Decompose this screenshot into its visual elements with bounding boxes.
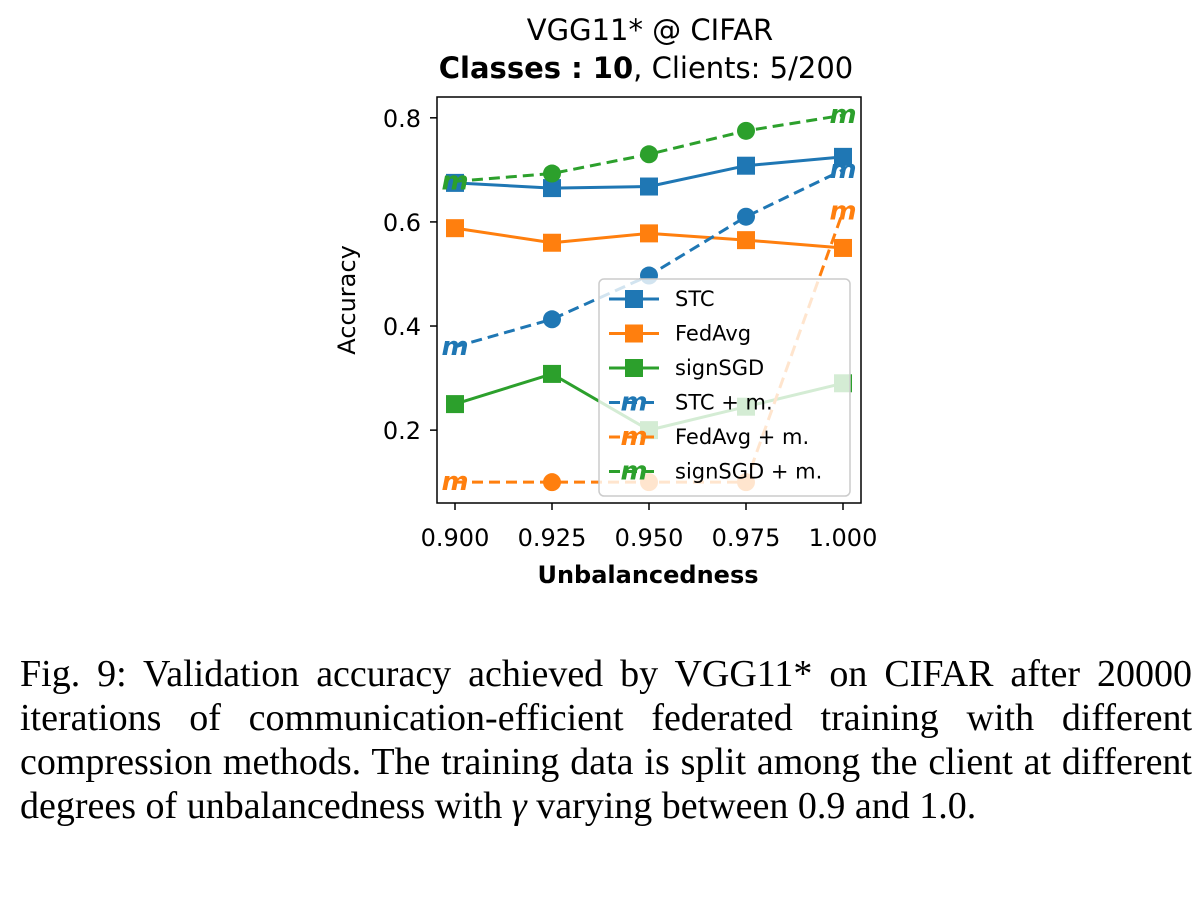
figure-caption: Fig. 9: Validation accuracy achieved by … — [20, 652, 1192, 828]
data-point-stc — [446, 173, 464, 192]
legend-entry-stc: STC — [609, 287, 715, 311]
legend-swatch-marker: m — [620, 457, 647, 487]
data-point-fedavg — [834, 238, 852, 257]
y-axis-label: Accuracy — [333, 245, 361, 355]
legend-entry-stc-m: m STC + m. — [609, 388, 773, 418]
data-point-stc-m: m — [829, 155, 856, 185]
data-point-fedavg — [446, 219, 464, 238]
y-tick-label: 0.4 — [383, 313, 421, 341]
caption-text-end: varying between 0.9 and 1.0. — [526, 785, 977, 827]
legend-entry-signsgd: signSGD — [609, 356, 764, 380]
x-tick-label: 0.900 — [421, 524, 490, 552]
data-point-stc — [640, 177, 658, 196]
caption-gamma-symbol: γ — [511, 785, 527, 827]
legend-label: STC + m. — [675, 391, 773, 415]
legend-entry-fedavg: FedAvg — [609, 322, 751, 346]
data-point-stc-m — [737, 207, 755, 226]
legend-label: signSGD + m. — [675, 460, 822, 484]
chart-title: VGG11* @ CIFAR — [527, 13, 773, 47]
data-point-stc — [834, 147, 852, 166]
y-tick-label: 0.8 — [383, 105, 421, 133]
legend-label: STC — [675, 287, 715, 311]
legend-swatch-marker: m — [620, 422, 647, 452]
legend-swatch-marker — [625, 359, 643, 377]
legend-label: FedAvg + m. — [675, 425, 809, 449]
y-tick-label: 0.2 — [383, 417, 421, 445]
data-point-signsgd-m — [737, 121, 755, 140]
legend-box — [598, 278, 851, 497]
x-tick-label: 1.000 — [809, 524, 878, 552]
data-point-fedavg-m: m — [441, 467, 468, 497]
y-axis-ticks: 0.2 0.4 0.6 0.8 — [383, 105, 437, 445]
chart-subtitle: Classes : 10, Clients: 5/200 — [439, 51, 853, 85]
data-point-fedavg — [737, 231, 755, 250]
legend-label: FedAvg — [675, 322, 751, 346]
data-point-signsgd-m — [543, 164, 561, 183]
legend-swatch-marker: m — [620, 388, 647, 418]
x-axis-ticks: 0.900 0.925 0.950 0.975 1.000 — [421, 503, 878, 552]
caption-text: Fig. 9: Validation accuracy achieved by … — [20, 653, 1192, 827]
legend-entry-signsgd-m: m signSGD + m. — [609, 457, 822, 487]
data-point-signsgd-m: m — [441, 166, 468, 196]
data-point-fedavg — [543, 233, 561, 252]
data-point-signsgd — [543, 364, 561, 383]
data-point-signsgd-m — [640, 145, 658, 164]
data-point-stc-m: m — [441, 332, 468, 362]
x-tick-label: 0.975 — [712, 524, 781, 552]
chart-subtitle-rest: , Clients: 5/200 — [633, 51, 853, 85]
legend-label: signSGD — [675, 356, 764, 380]
series-fedavg — [446, 219, 852, 257]
x-tick-label: 0.925 — [518, 524, 587, 552]
y-tick-label: 0.6 — [383, 209, 421, 237]
legend-entry-fedavg-m: m FedAvg + m. — [609, 422, 809, 452]
data-point-signsgd-m: m — [829, 100, 856, 130]
series-signsgd-m: mm — [441, 100, 856, 196]
data-point-fedavg — [640, 224, 658, 243]
data-point-stc — [737, 156, 755, 175]
data-point-fedavg-m: m — [829, 197, 856, 227]
chart-subtitle-bold: Classes : 10 — [439, 51, 633, 85]
x-tick-label: 0.950 — [615, 524, 684, 552]
x-axis-label: Unbalancedness — [537, 561, 758, 589]
legend: STC FedAvg signSGD m STC + m. m FedAvg + m. m si… — [598, 278, 851, 497]
data-point-stc-m — [543, 310, 561, 329]
data-point-stc — [543, 179, 561, 198]
series-stc-m: mm — [441, 155, 856, 362]
legend-swatch-marker — [625, 290, 643, 308]
data-point-fedavg-m — [543, 473, 561, 492]
series-stc — [446, 147, 852, 198]
data-point-signsgd — [446, 395, 464, 414]
legend-swatch-marker — [625, 324, 643, 343]
